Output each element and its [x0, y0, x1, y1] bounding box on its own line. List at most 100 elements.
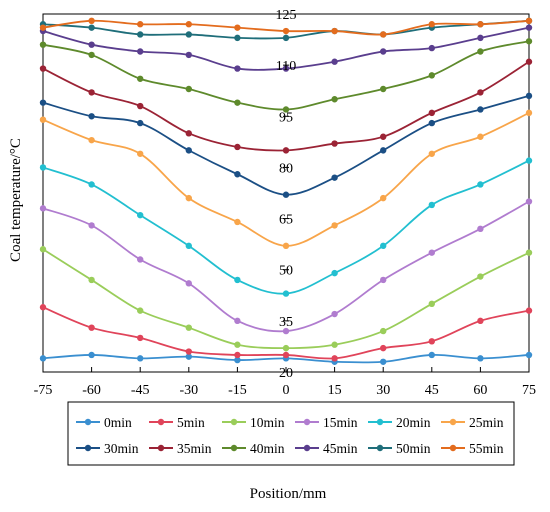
legend-marker	[303, 444, 311, 452]
data-point	[39, 41, 47, 48]
data-point	[331, 96, 338, 103]
data-point	[185, 353, 192, 360]
legend-item: 35min	[149, 441, 212, 456]
y-tick-label: 35	[279, 315, 293, 330]
legend-label: 25min	[469, 415, 504, 430]
data-point	[234, 34, 241, 42]
data-point	[39, 24, 47, 31]
data-point	[137, 31, 144, 38]
data-point	[331, 58, 338, 65]
data-point	[331, 27, 338, 35]
data-point	[137, 256, 144, 263]
data-point	[380, 194, 387, 202]
data-point	[428, 72, 435, 79]
series-25min	[39, 109, 533, 250]
legend-label: 30min	[104, 441, 139, 456]
data-point	[234, 24, 241, 31]
data-point	[185, 31, 192, 38]
data-point	[380, 358, 387, 365]
data-point	[185, 348, 192, 355]
data-point	[234, 99, 241, 106]
x-axis-title: Position/mm	[250, 486, 327, 502]
data-point	[185, 130, 192, 137]
data-point	[380, 147, 387, 154]
legend-item: 20min	[368, 415, 431, 430]
legend-label: 55min	[469, 441, 504, 456]
data-point	[428, 44, 435, 52]
y-axis-ticks: 20 35 50 65 80 95 110 125	[276, 8, 297, 381]
data-point	[282, 191, 290, 198]
data-point	[185, 324, 192, 331]
data-point	[477, 133, 484, 140]
data-point	[331, 310, 338, 318]
data-point	[88, 181, 95, 188]
series-15min	[39, 198, 533, 335]
data-point	[525, 38, 533, 45]
data-point	[477, 21, 484, 28]
data-point	[234, 356, 241, 364]
legend-marker	[449, 444, 457, 452]
x-axis-ticks: -75 -60 -45 -30 -15 0 15 30 45 60 75	[34, 367, 536, 398]
data-point	[282, 147, 290, 154]
data-point	[428, 201, 435, 209]
x-tick-label: -60	[82, 383, 101, 398]
legend-label: 35min	[177, 441, 212, 456]
x-tick-label: 75	[522, 383, 536, 398]
data-point	[525, 307, 533, 314]
legend-marker	[449, 418, 457, 426]
legend-marker	[230, 418, 238, 426]
data-point	[185, 242, 192, 250]
y-axis-title: Coal temperature/°C	[8, 138, 24, 262]
data-point	[525, 249, 533, 256]
data-point	[525, 351, 533, 359]
data-point	[234, 341, 241, 348]
legend-item: 5min	[149, 415, 205, 430]
series-40min	[39, 38, 533, 113]
data-point	[380, 242, 387, 250]
data-point	[331, 222, 338, 229]
legend-label: 50min	[396, 441, 431, 456]
data-point	[428, 300, 435, 308]
legend-item: 55min	[441, 441, 504, 456]
x-tick-label: -45	[131, 383, 150, 398]
legend-marker	[84, 418, 92, 426]
data-point	[428, 21, 435, 28]
y-tick-label: 110	[276, 59, 296, 74]
data-point	[185, 21, 192, 28]
legend-marker	[376, 444, 384, 452]
legend-label: 5min	[177, 415, 205, 430]
data-point	[282, 27, 290, 35]
data-point	[137, 102, 144, 110]
y-tick-label: 80	[279, 161, 293, 176]
series-line	[42, 60, 530, 152]
legend-item: 30min	[76, 441, 139, 456]
legend-item: 50min	[368, 441, 431, 456]
data-point	[88, 351, 95, 359]
data-point	[88, 222, 95, 229]
legend-marker	[84, 444, 92, 452]
data-point	[39, 65, 47, 72]
data-point	[477, 106, 484, 113]
data-point	[282, 351, 290, 359]
legend-item: 45min	[295, 441, 358, 456]
data-point	[185, 85, 192, 93]
data-point	[137, 211, 144, 219]
legend-item: 40min	[222, 441, 285, 456]
data-point	[88, 136, 95, 144]
data-point	[234, 65, 241, 72]
y-tick-label: 50	[279, 264, 293, 279]
data-point	[477, 89, 484, 96]
data-point	[380, 276, 387, 284]
data-point	[428, 109, 435, 117]
legend-marker	[157, 418, 165, 426]
data-point	[525, 24, 533, 31]
data-point	[380, 133, 387, 140]
legend-label: 45min	[323, 441, 358, 456]
data-point	[234, 317, 241, 325]
data-point	[380, 327, 387, 335]
data-point	[380, 31, 387, 38]
series-10min	[39, 246, 533, 352]
data-point	[88, 24, 95, 31]
series-55min	[39, 17, 533, 38]
data-point	[39, 246, 47, 253]
